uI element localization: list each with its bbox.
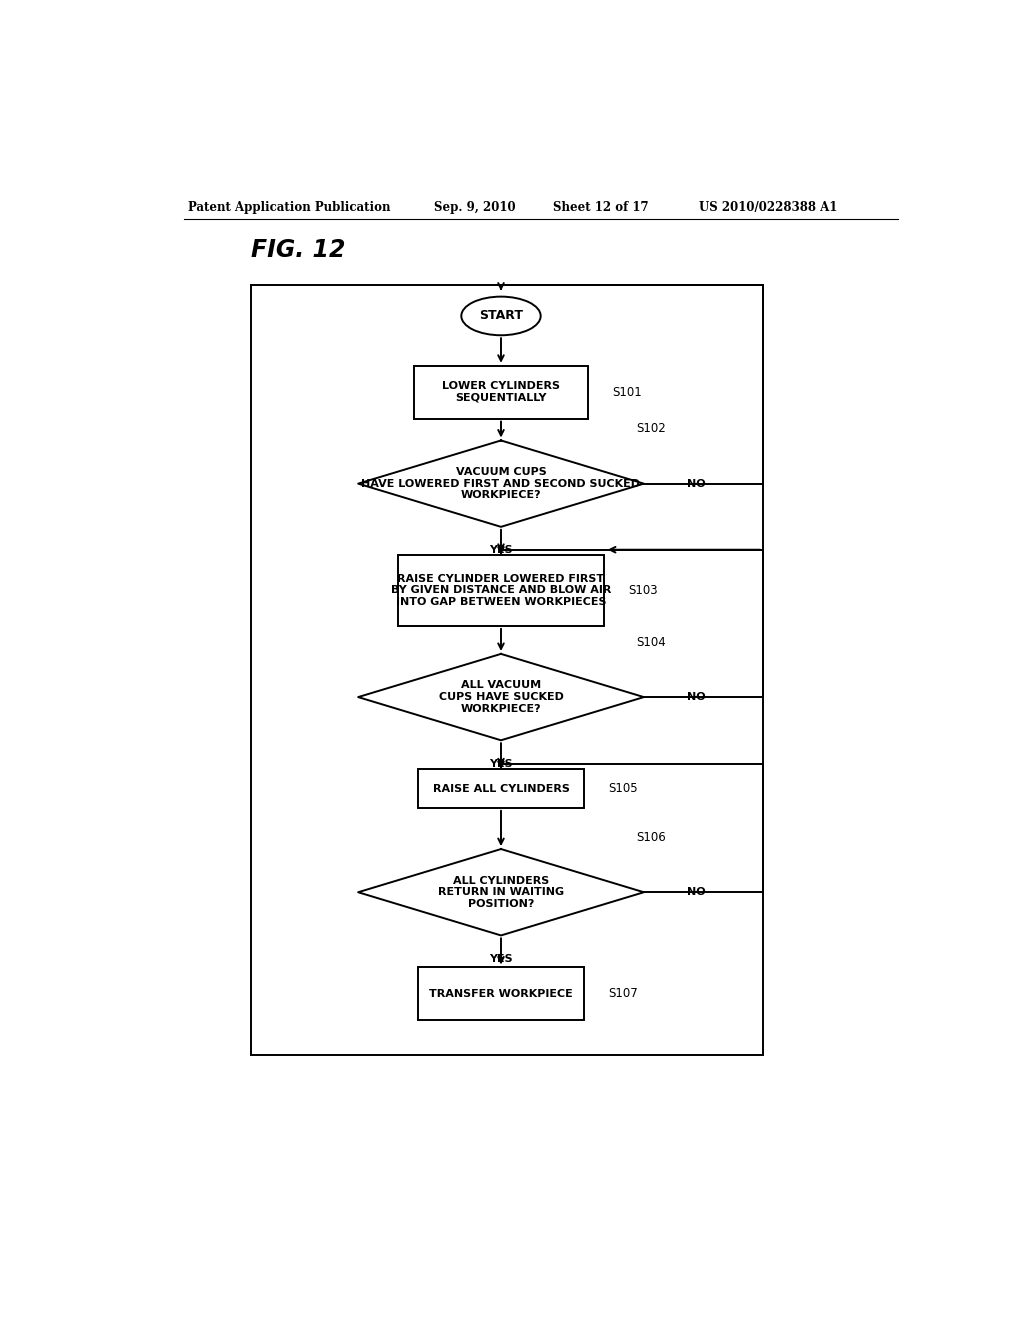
Bar	[414, 366, 588, 418]
Text: RAISE CYLINDER LOWERED FIRST
BY GIVEN DISTANCE AND BLOW AIR
INTO GAP BETWEEN WOR: RAISE CYLINDER LOWERED FIRST BY GIVEN DI…	[391, 574, 611, 607]
Bar	[418, 968, 585, 1020]
Text: ALL CYLINDERS
RETURN IN WAITING
POSITION?: ALL CYLINDERS RETURN IN WAITING POSITION…	[438, 875, 564, 909]
Text: YES: YES	[489, 545, 513, 556]
Text: S101: S101	[612, 385, 642, 399]
Bar	[418, 770, 585, 808]
Text: S102: S102	[636, 422, 666, 436]
Text: NO: NO	[687, 479, 707, 488]
Text: S105: S105	[608, 781, 638, 795]
Text: NO: NO	[687, 887, 707, 898]
Text: YES: YES	[489, 954, 513, 964]
Text: VACUUM CUPS
HAVE LOWERED FIRST AND SECOND SUCKED
WORKPIECE?: VACUUM CUPS HAVE LOWERED FIRST AND SECON…	[361, 467, 640, 500]
Bar	[251, 285, 763, 1055]
Text: S104: S104	[636, 636, 666, 649]
Text: Sep. 9, 2010: Sep. 9, 2010	[433, 201, 515, 214]
Text: FIG. 12: FIG. 12	[251, 238, 345, 261]
Text: S106: S106	[636, 832, 666, 843]
Text: TRANSFER WORKPIECE: TRANSFER WORKPIECE	[429, 989, 572, 999]
Text: US 2010/0228388 A1: US 2010/0228388 A1	[699, 201, 838, 214]
Text: YES: YES	[489, 759, 513, 768]
Text: Sheet 12 of 17: Sheet 12 of 17	[553, 201, 648, 214]
Text: NO: NO	[687, 692, 707, 702]
Text: ALL VACUUM
CUPS HAVE SUCKED
WORKPIECE?: ALL VACUUM CUPS HAVE SUCKED WORKPIECE?	[438, 681, 563, 714]
Text: START: START	[479, 309, 523, 322]
Text: Patent Application Publication: Patent Application Publication	[187, 201, 390, 214]
Text: S107: S107	[608, 987, 638, 1001]
Bar	[397, 554, 604, 626]
Text: LOWER CYLINDERS
SEQUENTIALLY: LOWER CYLINDERS SEQUENTIALLY	[442, 381, 560, 403]
Text: RAISE ALL CYLINDERS: RAISE ALL CYLINDERS	[432, 784, 569, 793]
Text: S103: S103	[628, 583, 657, 597]
